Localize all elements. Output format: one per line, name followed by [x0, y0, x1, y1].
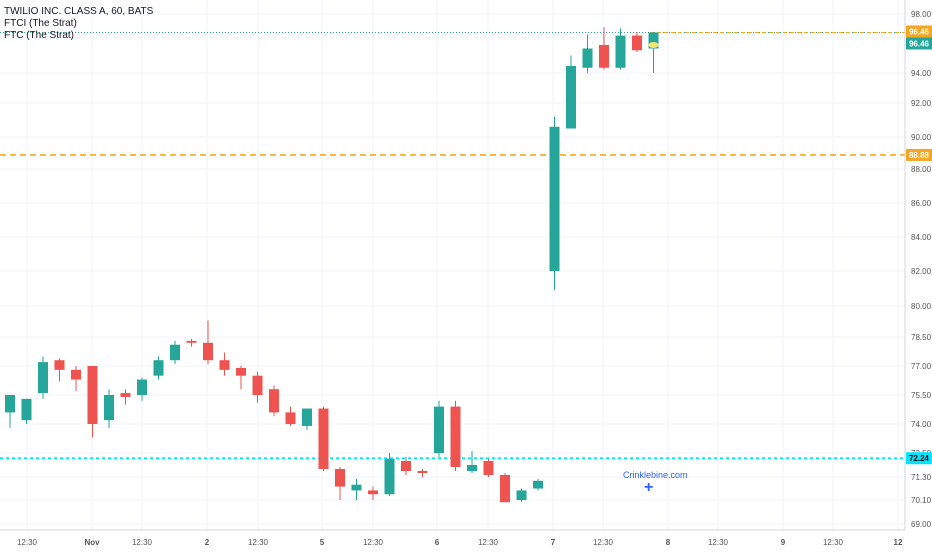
- price-tick-label: 86.00: [911, 199, 932, 208]
- last-price-badge-bg: [906, 25, 932, 38]
- candle-body[interactable]: [170, 344, 180, 361]
- last-price-badge-2: 96.46: [909, 39, 930, 48]
- time-tick-label: 12:30: [478, 538, 499, 547]
- candles[interactable]: [5, 27, 659, 503]
- candle-body[interactable]: [71, 369, 81, 380]
- candle-body[interactable]: [236, 367, 246, 376]
- price-tick-label: 82.00: [911, 267, 932, 276]
- candle-body[interactable]: [500, 475, 510, 503]
- price-tick-label: 98.00: [911, 10, 932, 19]
- price-tick-label: 71.30: [911, 473, 932, 482]
- orange-level-badge: 88.88: [909, 151, 930, 160]
- time-tick-label: 12:30: [132, 538, 153, 547]
- candle-body[interactable]: [5, 395, 15, 413]
- time-tick-label: 12: [894, 538, 903, 547]
- candle-body[interactable]: [467, 465, 477, 471]
- candle-body[interactable]: [219, 360, 230, 370]
- candle-body[interactable]: [533, 480, 543, 489]
- price-tick-label: 69.00: [911, 520, 932, 529]
- cyan-level-badge-bg: [906, 452, 932, 465]
- candle-body[interactable]: [450, 406, 461, 467]
- price-tick-label: 84.00: [911, 233, 932, 242]
- time-tick-label: 12:30: [593, 538, 614, 547]
- candle-body[interactable]: [252, 375, 263, 395]
- time-tick-label: 12:30: [708, 538, 729, 547]
- marker-dot: [648, 42, 659, 48]
- time-tick-label: 6: [435, 538, 440, 547]
- candle-body[interactable]: [566, 66, 576, 129]
- orange-level-badge-bg: [906, 148, 932, 161]
- time-axis[interactable]: 12:30 Nov 12:30 2 12:30 5 12:30 6 12:30 7 12:30 8 12…: [17, 538, 903, 547]
- price-tick-label: 74.00: [911, 420, 932, 429]
- price-tick-label: 92.00: [911, 99, 932, 108]
- time-tick-label: 5: [320, 538, 325, 547]
- price-tick-label: 80.00: [911, 302, 932, 311]
- candle-body[interactable]: [137, 379, 147, 395]
- last-price-badge-2-bg: [906, 37, 932, 50]
- price-tick-label: 70.10: [911, 496, 932, 505]
- candle-body[interactable]: [21, 398, 32, 421]
- candle-body[interactable]: [87, 366, 98, 424]
- price-tick-label: 88.00: [911, 165, 932, 174]
- price-tick-label: 90.00: [911, 133, 932, 142]
- candle-body[interactable]: [417, 471, 428, 473]
- candle-body[interactable]: [351, 484, 362, 491]
- candle-body[interactable]: [318, 408, 329, 469]
- price-tick-label: 77.00: [911, 362, 932, 371]
- candle-body[interactable]: [434, 406, 444, 453]
- price-tick-label: 94.00: [911, 69, 932, 78]
- indicator-ftci[interactable]: FTCI (The Strat): [4, 18, 77, 29]
- candle-body[interactable]: [335, 469, 345, 487]
- candle-body[interactable]: [615, 35, 626, 68]
- time-tick-label: 9: [781, 538, 786, 547]
- time-tick-label: 12:30: [823, 538, 844, 547]
- candle-body[interactable]: [104, 395, 114, 421]
- price-tick-label: 78.50: [911, 333, 932, 342]
- candle-body[interactable]: [120, 393, 131, 397]
- time-tick-label: 8: [666, 538, 671, 547]
- candle-body[interactable]: [582, 48, 593, 68]
- time-tick-label: 12:30: [17, 538, 38, 547]
- time-tick-label: 2: [205, 538, 210, 547]
- symbol-title[interactable]: TWILIO INC. CLASS A, 60, BATS: [4, 6, 154, 17]
- chart-legend[interactable]: TWILIO INC. CLASS A, 60, BATS FTCI (The …: [4, 6, 153, 42]
- price-axis[interactable]: 98.0096.0094.0092.0090.0088.0086.0084.00…: [0, 0, 932, 531]
- time-tick-label: 12:30: [248, 538, 269, 547]
- candle-body[interactable]: [368, 490, 378, 495]
- indicator-ftc[interactable]: FTC (The Strat): [4, 30, 75, 41]
- candle-body[interactable]: [483, 461, 494, 475]
- candle-body[interactable]: [384, 459, 395, 495]
- candle-body[interactable]: [302, 408, 312, 426]
- candle-body[interactable]: [401, 461, 411, 471]
- candle-body[interactable]: [599, 45, 609, 68]
- candle-body[interactable]: [648, 32, 659, 49]
- candle-body[interactable]: [269, 389, 279, 413]
- watermark-text: Crinklebine.com: [623, 470, 688, 480]
- last-price-badge: 96.46: [909, 27, 930, 36]
- price-tick-label: 75.50: [911, 391, 932, 400]
- time-tick-label: 7: [551, 538, 556, 547]
- candle-body[interactable]: [285, 412, 296, 424]
- crosshair-icon: +: [644, 479, 654, 496]
- candle-body[interactable]: [549, 126, 560, 271]
- candle-body[interactable]: [186, 340, 197, 343]
- candle-body[interactable]: [203, 342, 213, 361]
- candle-body[interactable]: [38, 362, 48, 394]
- candle-body[interactable]: [516, 490, 527, 500]
- candle-body[interactable]: [54, 360, 65, 370]
- cyan-level-badge: 72.24: [909, 454, 930, 463]
- time-tick-label: 12:30: [363, 538, 384, 547]
- candle-body[interactable]: [632, 35, 642, 51]
- time-tick-label: Nov: [84, 538, 100, 547]
- level-lines: [0, 31, 905, 460]
- candle-body[interactable]: [153, 360, 164, 376]
